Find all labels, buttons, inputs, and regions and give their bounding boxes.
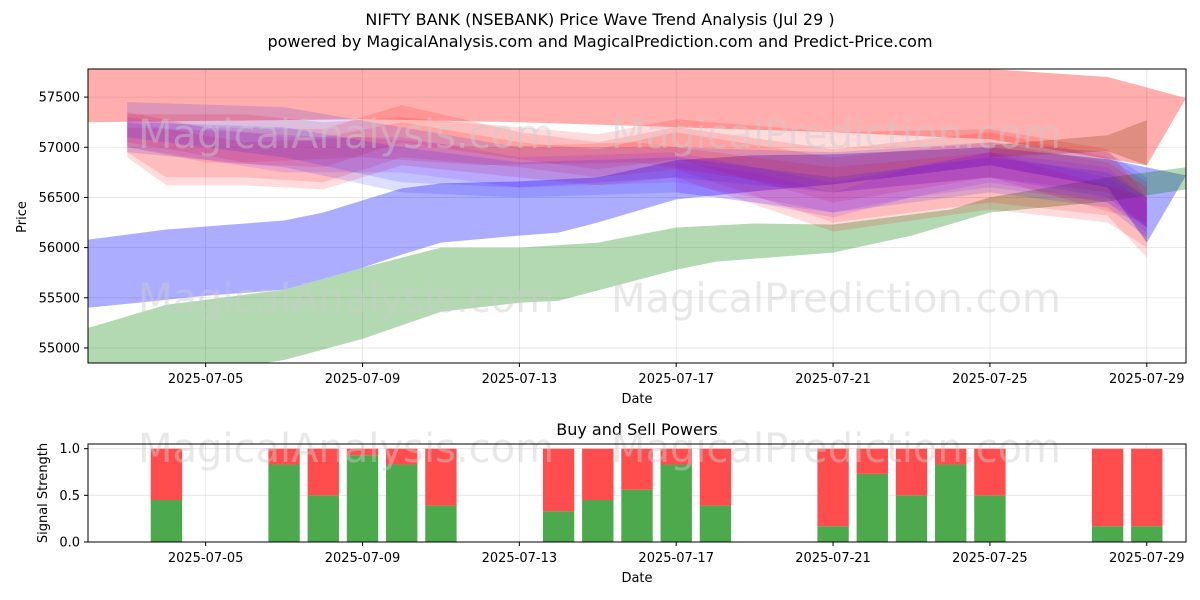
- sell-power-bar: [386, 448, 418, 465]
- price-grid: [88, 69, 1186, 363]
- watermark-prediction: MagicalPrediction.com: [611, 276, 1061, 322]
- price-panel: MagicalAnalysis.com MagicalPrediction.co…: [15, 68, 1187, 407]
- price-y-tick-label: 55000: [39, 341, 80, 356]
- buy-power-bar: [817, 526, 849, 542]
- sell-power-bar: [895, 448, 928, 496]
- price-wave-band: [127, 105, 1147, 228]
- signal-panel: Buy and Sell Powers MagicalAnalysis.com …: [36, 420, 1187, 586]
- sell-power-bar: [307, 448, 339, 496]
- price-wave-band: [127, 102, 1147, 228]
- price-y-tick-label: 57500: [39, 91, 80, 106]
- buy-power-bar: [935, 464, 967, 542]
- buy-power-bar: [307, 495, 339, 542]
- chart-title: NIFTY BANK (NSEBANK) Price Wave Trend An…: [365, 10, 834, 29]
- signal-y-axis: 0.0 0.5 1.0: [59, 442, 88, 551]
- price-watermarks: MagicalAnalysis.com MagicalPrediction.co…: [138, 112, 1061, 322]
- price-x-tick-label: 2025-07-13: [482, 372, 558, 387]
- price-wave-band: [127, 122, 1147, 223]
- sell-power-bar: [582, 448, 614, 500]
- signal-x-axis-label: Date: [621, 571, 652, 586]
- price-x-tick-label: 2025-07-09: [325, 372, 401, 387]
- price-wave-band: [676, 152, 1147, 228]
- signal-x-tick-label: 2025-07-29: [1109, 551, 1185, 566]
- buy-power-bar: [542, 511, 575, 542]
- price-plot-frame: [87, 68, 1187, 364]
- buy-power-bar: [425, 505, 457, 542]
- price-wave-band: [127, 114, 1147, 258]
- price-y-tick-label: 55500: [39, 291, 80, 306]
- signal-x-tick-label: 2025-07-09: [325, 551, 401, 566]
- sell-power-bar: [660, 448, 692, 465]
- signal-x-tick-label: 2025-07-17: [638, 551, 714, 566]
- buy-power-bar: [582, 500, 614, 542]
- sell-power-bar: [150, 448, 183, 500]
- buy-power-bar: [268, 464, 300, 542]
- buy-power-bar: [346, 455, 379, 542]
- signal-plot-frame: [87, 443, 1187, 543]
- buy-power-bar: [386, 464, 418, 542]
- signal-x-tick-label: 2025-07-25: [952, 551, 1028, 566]
- price-x-axis-label: Date: [621, 392, 652, 407]
- price-wave-band: [88, 147, 1186, 308]
- signal-bars: [150, 448, 1163, 542]
- chart-subtitle: powered by MagicalAnalysis.com and Magic…: [267, 32, 932, 51]
- signal-y-tick-label: 0.5: [59, 489, 80, 504]
- price-wave-band: [127, 117, 1147, 233]
- buy-power-bar: [974, 495, 1006, 542]
- price-wave-band: [88, 69, 1186, 166]
- signal-panel-title: Buy and Sell Powers: [556, 420, 718, 439]
- watermark-prediction: MagicalPrediction.com: [611, 426, 1061, 472]
- sell-power-bar: [621, 448, 653, 490]
- sell-power-bar: [699, 448, 732, 506]
- buy-power-bar: [1131, 526, 1163, 542]
- price-y-axis-label: Price: [15, 201, 30, 233]
- price-y-tick-label: 56500: [39, 191, 80, 206]
- sell-power-bar: [268, 448, 300, 465]
- buy-power-bar: [660, 464, 692, 542]
- price-x-tick-label: 2025-07-17: [638, 372, 714, 387]
- signal-x-axis: 2025-07-05 2025-07-09 2025-07-13 2025-07-17…: [168, 542, 1185, 566]
- price-x-tick-label: 2025-07-05: [168, 372, 244, 387]
- price-y-axis: 55000 55500 56000 56500 57000 57500: [39, 91, 88, 356]
- price-y-tick-label: 56000: [39, 241, 80, 256]
- price-wave-band: [989, 120, 1147, 166]
- buy-power-bar: [856, 473, 888, 542]
- sell-power-bar: [1091, 448, 1124, 527]
- sell-power-bar: [425, 448, 457, 506]
- price-x-tick-label: 2025-07-29: [1109, 372, 1185, 387]
- signal-x-tick-label: 2025-07-05: [168, 551, 244, 566]
- signal-x-tick-label: 2025-07-13: [482, 551, 558, 566]
- sell-power-bar: [856, 448, 888, 474]
- signal-y-axis-label: Signal Strength: [36, 443, 51, 543]
- sell-power-bar: [542, 448, 575, 512]
- buy-power-bar: [1091, 526, 1124, 542]
- price-wave-band: [127, 122, 1147, 248]
- signal-y-tick-label: 0.0: [59, 536, 80, 551]
- price-x-axis: 2025-07-05 2025-07-09 2025-07-13 2025-07-17…: [168, 363, 1185, 387]
- sell-power-bar: [346, 448, 379, 456]
- sell-power-bar: [935, 448, 967, 465]
- price-x-tick-label: 2025-07-21: [795, 372, 871, 387]
- watermark-analysis: MagicalAnalysis.com: [138, 112, 554, 158]
- price-wave-band: [127, 122, 1147, 238]
- buy-power-bar: [699, 505, 732, 542]
- sell-power-bar: [974, 448, 1006, 496]
- price-wave-bands: [88, 69, 1186, 363]
- signal-x-tick-label: 2025-07-21: [795, 551, 871, 566]
- price-y-tick-label: 57000: [39, 141, 80, 156]
- price-x-tick-label: 2025-07-25: [952, 372, 1028, 387]
- sell-power-bar: [1131, 448, 1163, 527]
- signal-y-tick-label: 1.0: [59, 442, 80, 457]
- watermark-prediction: MagicalPrediction.com: [611, 112, 1061, 158]
- buy-power-bar: [621, 489, 653, 542]
- buy-power-bar: [895, 495, 928, 542]
- buy-power-bar: [150, 500, 183, 542]
- watermark-analysis: MagicalAnalysis.com: [138, 426, 554, 472]
- signal-watermarks: MagicalAnalysis.com MagicalPrediction.co…: [138, 426, 1061, 472]
- watermark-analysis: MagicalAnalysis.com: [138, 276, 554, 322]
- sell-power-bar: [817, 448, 849, 527]
- price-wave-band: [88, 167, 1186, 363]
